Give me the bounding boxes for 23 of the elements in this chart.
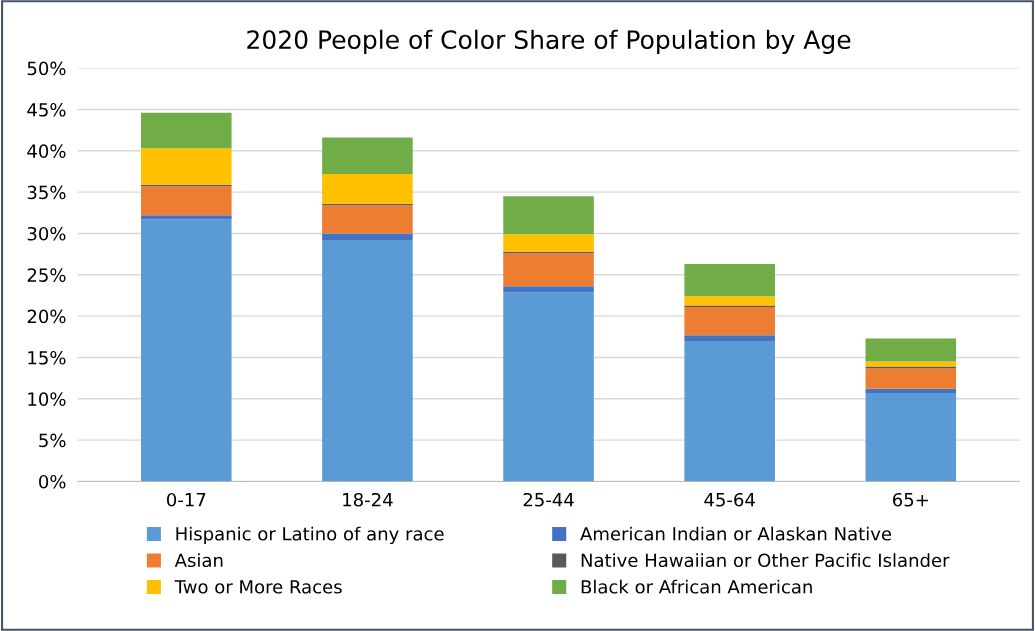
y-tick-label: 10%: [28, 392, 66, 406]
x-tick-label: 0-17: [167, 492, 206, 507]
x-tick-label: 65+: [893, 492, 928, 507]
legend-label: Two or More Races: [174, 580, 342, 594]
y-tick-label: 5%: [39, 433, 66, 448]
y-tick-label: 15%: [28, 350, 66, 365]
y-tick-label: 25%: [27, 268, 66, 282]
y-tick-label: 50%: [27, 61, 66, 76]
chart-title: 2020 People of Color Share of Population by Age: [247, 29, 851, 54]
y-tick-label: 35%: [27, 185, 66, 200]
y-tick-label: 40%: [27, 144, 66, 158]
x-tick-label: 25-44: [523, 492, 574, 507]
x-tick-label: 18-24: [343, 492, 393, 507]
y-tick-label: 20%: [27, 309, 66, 324]
legend-label: American Indian or Alaskan Native: [580, 526, 892, 541]
legend-label: Native Hawaiian or Other Pacific Islander: [581, 553, 950, 568]
legend-label: Hispanic or Latino of any race: [176, 526, 444, 545]
x-tick-label: 45-64: [704, 492, 755, 507]
y-tick-label: 45%: [27, 102, 66, 117]
legend-label: Black or African American: [581, 579, 812, 594]
y-tick-label: 30%: [27, 226, 66, 241]
legend-label: Asian: [174, 553, 223, 568]
y-tick-label: 0%: [39, 474, 66, 489]
